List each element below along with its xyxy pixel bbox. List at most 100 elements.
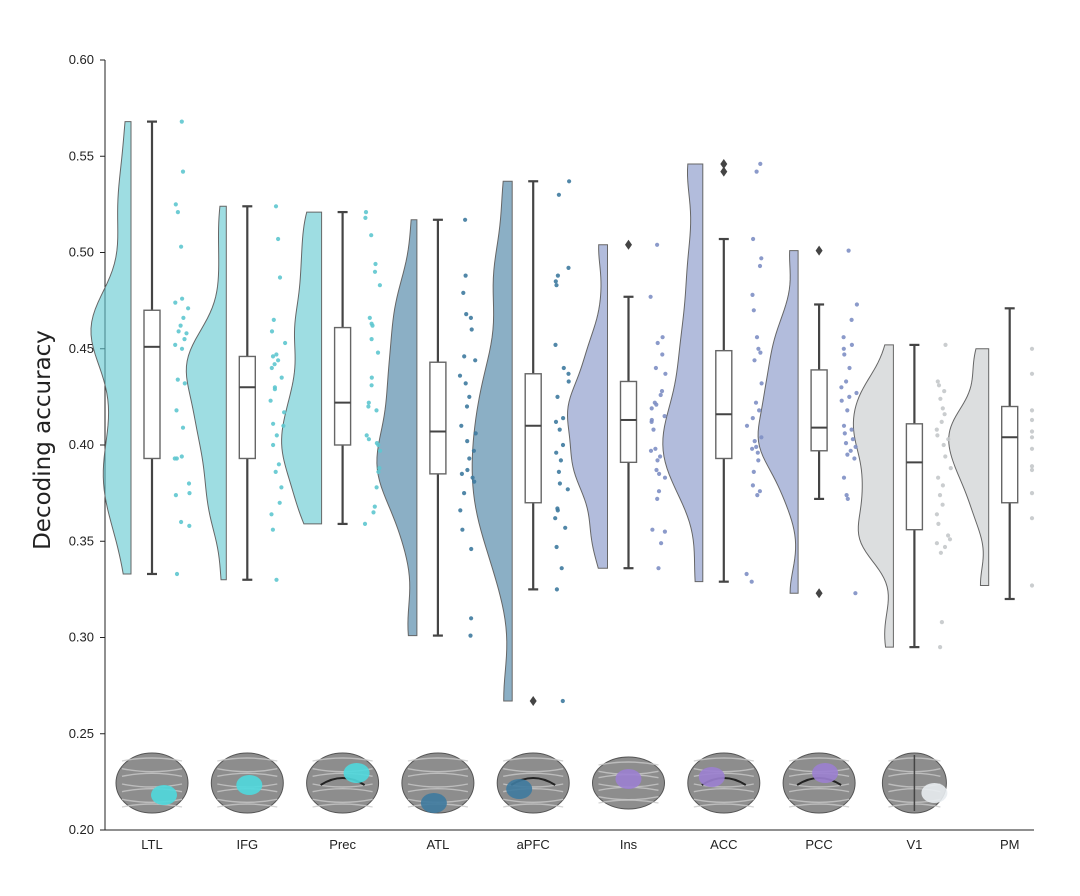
point-LTL	[181, 315, 186, 320]
point-LTL	[187, 491, 192, 496]
y-tick-label: 0.40	[69, 437, 94, 452]
point-aPFC	[554, 587, 560, 592]
violin-V1	[852, 344, 894, 648]
outlier-ACC	[720, 166, 728, 177]
brain-fold	[407, 787, 469, 793]
point-ATL	[467, 456, 472, 461]
point-ATL	[468, 315, 473, 320]
point-aPFC	[558, 458, 564, 463]
point-Prec	[372, 504, 377, 509]
point-Prec	[374, 485, 379, 490]
point-PM	[1029, 464, 1035, 469]
brain-image-Prec	[306, 752, 380, 814]
point-IFG	[269, 365, 274, 371]
point-LTL	[184, 331, 189, 336]
point-Prec	[369, 233, 374, 238]
point-ACC	[750, 292, 755, 297]
point-LTL	[182, 381, 187, 386]
point-Prec	[369, 337, 374, 342]
brain-callosum	[320, 777, 366, 786]
y-tick-label: 0.50	[69, 245, 94, 260]
point-ACC	[758, 350, 763, 355]
point-PCC	[844, 379, 849, 384]
point-PM	[1029, 516, 1035, 521]
brain-fold	[788, 757, 850, 762]
point-IFG	[273, 204, 279, 209]
point-Ins	[658, 392, 663, 398]
brain-fold	[598, 761, 659, 766]
violin-ATL	[376, 219, 418, 637]
brain-roi-ATL	[420, 793, 447, 813]
point-ATL	[470, 475, 475, 480]
point-Ins	[662, 529, 668, 534]
point-PCC	[849, 342, 855, 347]
point-Ins	[650, 527, 655, 532]
point-ACC	[755, 450, 760, 455]
point-ACC	[752, 439, 757, 444]
point-Prec	[378, 448, 383, 453]
brain-roi-Prec	[343, 763, 370, 783]
point-aPFC	[561, 365, 566, 371]
point-Ins	[649, 419, 654, 424]
point-ACC	[750, 446, 755, 451]
point-aPFC	[553, 342, 558, 347]
brain-image-PCC	[782, 752, 856, 814]
point-ATL	[465, 439, 470, 444]
brain-fold	[503, 767, 564, 773]
point-Prec	[373, 261, 378, 267]
point-aPFC	[556, 469, 562, 474]
point-Prec	[374, 408, 379, 413]
point-aPFC	[553, 279, 558, 284]
point-LTL	[180, 296, 185, 301]
point-IFG	[279, 375, 284, 380]
point-ACC	[754, 335, 760, 340]
outlier-aPFC	[529, 696, 537, 707]
brain-roi-Ins	[615, 769, 642, 789]
point-Ins	[648, 294, 653, 299]
point-aPFC	[565, 487, 570, 492]
point-V1	[940, 406, 945, 411]
point-aPFC	[567, 179, 572, 184]
point-PCC	[841, 423, 847, 428]
brain-roi-aPFC	[506, 779, 533, 799]
point-ATL	[461, 290, 466, 295]
point-PCC	[849, 427, 854, 432]
point-aPFC	[557, 481, 563, 486]
outlier-PCC	[815, 588, 823, 599]
point-PCC	[844, 493, 849, 498]
axes: Decoding accuracy	[30, 60, 1034, 831]
violin-Prec	[281, 211, 323, 525]
point-aPFC	[553, 516, 558, 521]
y-tick-label: 0.30	[69, 630, 94, 645]
point-PM	[1029, 583, 1035, 588]
brain-fold	[121, 767, 183, 773]
point-PM	[1029, 408, 1035, 413]
x-tick-label: LTL	[141, 837, 162, 852]
point-Ins	[655, 340, 660, 346]
point-aPFC	[566, 265, 571, 270]
point-PCC	[843, 441, 849, 446]
point-IFG	[271, 317, 276, 322]
point-Prec	[366, 404, 371, 409]
brain-roi-V1	[921, 783, 948, 803]
point-V1	[947, 537, 953, 542]
point-aPFC	[560, 698, 565, 704]
point-ATL	[463, 217, 468, 222]
brain-fold	[217, 803, 278, 808]
violin-aPFC	[471, 180, 513, 702]
point-V1	[938, 396, 943, 401]
brain-fold	[788, 783, 850, 788]
point-PCC	[842, 352, 847, 357]
point-PCC	[839, 398, 844, 403]
point-aPFC	[553, 419, 559, 424]
point-Ins	[660, 352, 665, 357]
point-Prec	[363, 210, 369, 215]
point-IFG	[271, 442, 276, 448]
point-PM	[1029, 435, 1035, 440]
point-IFG	[274, 352, 279, 357]
point-LTL	[179, 454, 184, 459]
point-IFG	[271, 421, 276, 426]
x-tick-label: aPFC	[517, 837, 550, 852]
x-tick-label: PM	[1000, 837, 1020, 852]
point-Prec	[377, 466, 382, 471]
